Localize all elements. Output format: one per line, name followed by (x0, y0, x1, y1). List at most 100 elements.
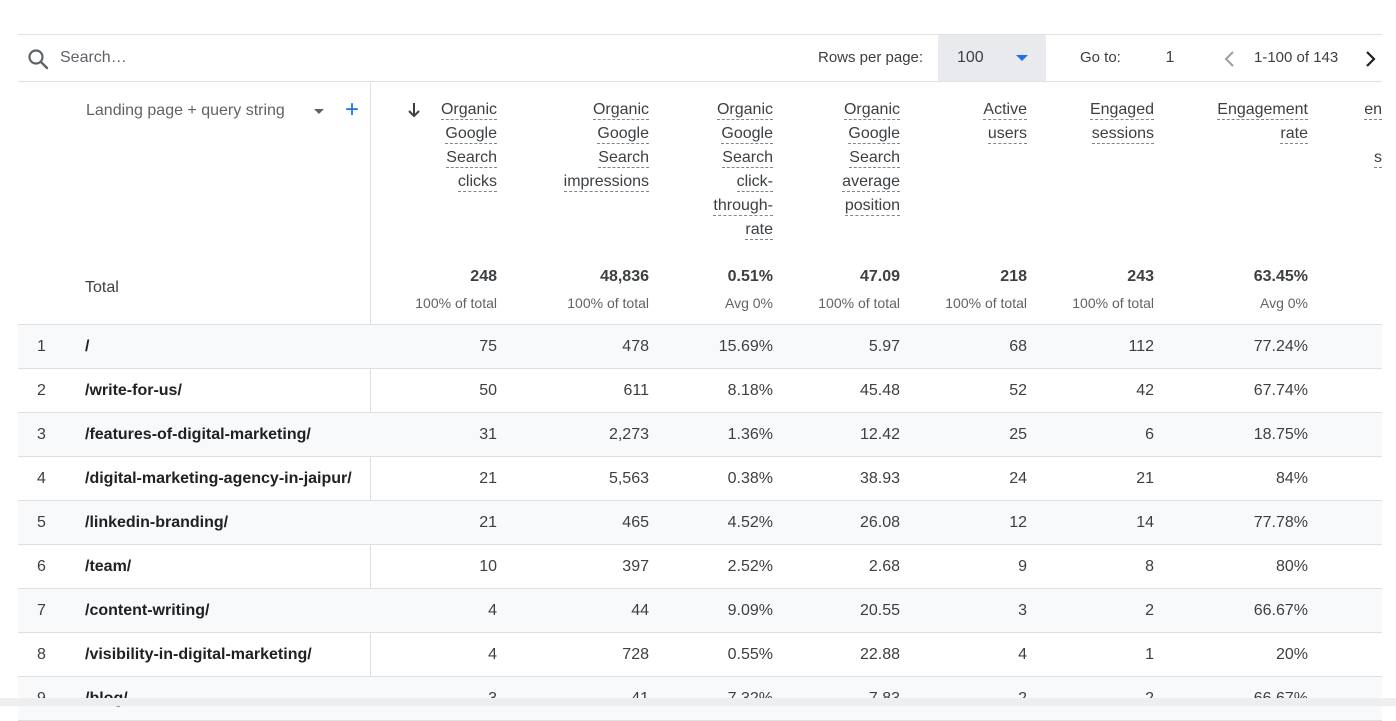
table-row[interactable]: 5/linkedin-branding/21 465 4.52% 26.08 12 14 7… (18, 501, 1382, 545)
metric-cell: 8 (1145, 558, 1154, 575)
column-header-text: Organic (716, 101, 773, 120)
plus-icon[interactable]: + (345, 96, 360, 123)
column-header-line: users (983, 122, 1027, 146)
landing-page-cell: /content-writing/ (85, 602, 210, 619)
column-header-line: Search (713, 146, 773, 170)
metric-cell: 4 (488, 602, 497, 619)
column-header-7[interactable]: en s (1364, 98, 1382, 170)
total-value: 63.45% (1253, 268, 1308, 285)
metric-cell: 52 (1009, 382, 1027, 399)
metric-cell: 3 (1018, 602, 1027, 619)
rows-per-page-select[interactable]: 100 (938, 35, 1046, 81)
total-subtext: 100% of total (945, 295, 1027, 311)
metric-cell: 611 (623, 382, 649, 399)
row-index: 7 (37, 602, 46, 619)
column-header-3[interactable]: Organic Google Search average position (842, 98, 900, 218)
rows-per-page-label: Rows per page: (818, 49, 924, 66)
column-header-line: Organic (713, 98, 773, 122)
column-header-line: position (842, 194, 900, 218)
total-subtext: 100% of total (1072, 295, 1154, 311)
column-header-text: en (1364, 101, 1382, 120)
column-header-text: rate (745, 221, 773, 240)
metric-cell: 2,273 (608, 426, 649, 443)
metric-cell: 67.74% (1253, 382, 1308, 399)
table-row[interactable]: 8/visibility-in-digital-marketing/4 728 0.… (18, 633, 1382, 677)
metric-cell: 0.55% (727, 646, 773, 663)
column-header-4[interactable]: Active users (983, 98, 1027, 146)
column-header-line: Engaged (1089, 98, 1154, 122)
metric-cell: 44 (631, 602, 649, 619)
metric-cell: 21 (479, 514, 497, 531)
metric-cell: 6 (1145, 426, 1154, 443)
table-row[interactable]: 1 / 75 478 15.69% 5.97 68 112 77.24% (18, 325, 1382, 369)
column-header-0[interactable]: Organic Google Search clicks (440, 98, 497, 194)
metric-cell: 45.48 (859, 382, 900, 399)
landing-page-cell: / (85, 338, 90, 355)
total-subtext: 100% of total (567, 295, 649, 311)
column-header-line: click- (713, 170, 773, 194)
table-body: 1/75 478 15.69% 5.97 68 112 77.24% 2/write-for-… (18, 325, 1382, 721)
row-index: 6 (37, 558, 46, 575)
search-input[interactable] (60, 45, 360, 71)
total-subtext: 100% of total (415, 295, 497, 311)
column-header-5[interactable]: Engaged sessions (1089, 98, 1154, 146)
column-header-text: clicks (457, 173, 497, 192)
table-row[interactable]: 4/digital-marketing-agency-in-jaipur/21 5… (18, 457, 1382, 501)
metric-cell: 38.93 (859, 470, 900, 487)
column-header-line: Search (441, 146, 497, 170)
table-row[interactable]: 6/team/10 397 2.52% 2.68 9 8 80% (18, 545, 1382, 589)
column-header-text: s (1374, 149, 1382, 168)
column-header-line: Organic (564, 98, 649, 122)
column-header-text: Google (848, 125, 900, 144)
metric-cell: 9 (1018, 558, 1027, 575)
metric-cell: 5,563 (608, 470, 649, 487)
metric-cell: 2 (1145, 602, 1154, 619)
table-toolbar: Rows per page: 100 Go to: 1-100 of 143 (18, 34, 1382, 82)
landing-page-cell: /features-of-digital-marketing/ (85, 426, 311, 443)
landing-page-cell: /linkedin-branding/ (85, 514, 229, 531)
metric-cell: 18.75% (1253, 426, 1308, 443)
column-header-text: Engagement (1217, 101, 1308, 120)
metric-cell: 66.67% (1253, 602, 1308, 619)
column-header-6[interactable]: Engagement rate (1217, 98, 1308, 146)
column-header-text: Engaged (1089, 101, 1154, 120)
metric-cell: 24 (1009, 470, 1027, 487)
metric-cell: 0.38% (727, 470, 773, 487)
column-header-line: sessions (1090, 122, 1154, 146)
column-header-text: rate (1280, 125, 1308, 144)
column-header-text: Search (849, 149, 900, 168)
chevron-right-icon[interactable] (1358, 47, 1382, 71)
horizontal-scrollbar[interactable] (0, 698, 1396, 706)
metric-cell: 9.09% (727, 602, 773, 619)
landing-page-cell: /write-for-us/ (85, 382, 182, 399)
column-header-1[interactable]: Organic Google Search impressions (563, 98, 649, 194)
goto-page-input[interactable] (1148, 45, 1192, 71)
dimension-header[interactable]: Landing page + query string (86, 102, 285, 119)
table-row[interactable]: 3/features-of-digital-marketing/31 2,273 1… (18, 413, 1382, 457)
total-value: 47.09 (859, 268, 900, 285)
arrow-down-icon[interactable] (407, 101, 421, 119)
chevron-down-icon[interactable] (314, 109, 324, 114)
column-header-text: through- (713, 197, 773, 216)
column-header-line: Search (564, 146, 649, 170)
metric-cell: 31 (479, 426, 497, 443)
column-header-line: Google (842, 122, 900, 146)
column-header-text: Google (597, 125, 649, 144)
column-header-line: average (842, 170, 900, 194)
total-subtext: 100% of total (818, 295, 900, 311)
column-header-line: impressions (563, 170, 649, 194)
column-header-text: impressions (563, 173, 649, 192)
total-subtext: Avg 0% (1260, 295, 1308, 311)
metric-cell: 5.97 (868, 338, 900, 355)
table-row[interactable]: 7/content-writing/4 44 9.09% 20.55 3 2 66.67% (18, 589, 1382, 633)
metric-cell: 1 (1145, 646, 1154, 663)
row-index: 5 (37, 514, 46, 531)
chevron-left-icon[interactable] (1218, 47, 1242, 71)
column-header-line: clicks (441, 170, 497, 194)
column-header-text: Search (446, 149, 497, 168)
column-header-line: rate (713, 218, 773, 242)
column-header-line: Search (842, 146, 900, 170)
table-row[interactable]: 2/write-for-us/50 611 8.18% 45.48 52 42 67.74% (18, 369, 1382, 413)
column-header-2[interactable]: Organic Google Search click-through-rate (713, 98, 773, 242)
metric-cell: 20.55 (859, 602, 900, 619)
